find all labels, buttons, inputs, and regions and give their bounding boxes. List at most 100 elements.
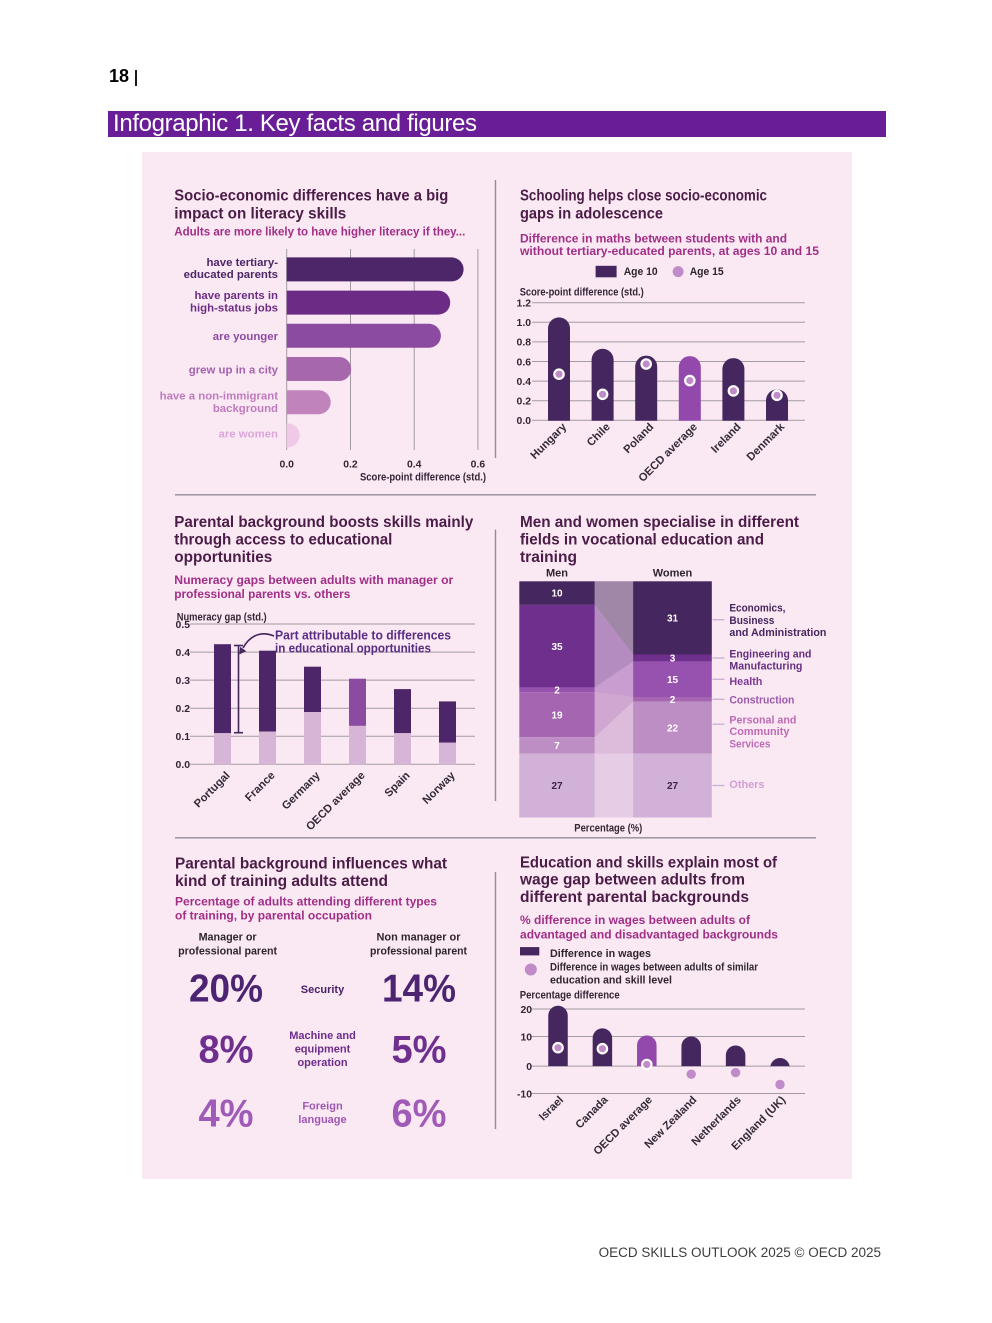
svg-text:Denmark: Denmark (745, 421, 788, 464)
svg-text:of training, by parental occup: of training, by parental occupation (175, 909, 372, 923)
svg-text:professional parent: professional parent (178, 945, 277, 957)
svg-text:Manager or: Manager or (199, 931, 257, 943)
svg-text:Israel: Israel (537, 1094, 566, 1123)
svg-text:0.0: 0.0 (279, 460, 294, 471)
svg-text:different parental backgrounds: different parental backgrounds (520, 889, 749, 906)
svg-text:0.5: 0.5 (176, 620, 191, 631)
svg-text:Construction: Construction (729, 695, 794, 707)
svg-text:8%: 8% (199, 1028, 254, 1071)
svg-text:Community: Community (729, 726, 790, 738)
svg-text:advantaged and disadvantaged b: advantaged and disadvantaged backgrounds (520, 928, 778, 942)
svg-text:Men: Men (546, 568, 568, 580)
svg-text:France: France (243, 770, 277, 804)
svg-text:-10: -10 (517, 1089, 532, 1100)
svg-text:Business: Business (729, 615, 774, 627)
svg-text:Spain: Spain (383, 770, 413, 800)
svg-text:have tertiary-: have tertiary- (206, 257, 278, 269)
svg-text:0.1: 0.1 (176, 732, 191, 743)
svg-text:Numeracy gaps between adults w: Numeracy gaps between adults with manage… (174, 573, 453, 587)
svg-text:Parental background boosts ski: Parental background boosts skills mainly (174, 514, 473, 531)
svg-text:wage gap between adults from: wage gap between adults from (519, 872, 745, 889)
svg-text:Engineering and: Engineering and (729, 648, 811, 660)
svg-text:2: 2 (554, 686, 560, 697)
svg-text:0.0: 0.0 (176, 760, 191, 771)
svg-text:27: 27 (551, 781, 563, 792)
svg-text:Percentage of adults attending: Percentage of adults attending different… (175, 895, 437, 909)
svg-text:opportunities: opportunities (174, 549, 272, 566)
svg-text:20: 20 (520, 1005, 532, 1016)
svg-text:1.2: 1.2 (517, 299, 532, 310)
svg-text:Socio-economic differences hav: Socio-economic differences have a big (174, 188, 448, 205)
svg-text:15: 15 (667, 675, 679, 686)
svg-text:Education and skills explain m: Education and skills explain most of (520, 854, 778, 871)
svg-text:are women: are women (218, 429, 278, 441)
svg-text:2: 2 (670, 695, 676, 706)
svg-text:6%: 6% (392, 1092, 447, 1135)
svg-text:0.6: 0.6 (471, 460, 486, 471)
svg-text:fields in vocational education: fields in vocational education and (520, 532, 764, 549)
svg-text:Health: Health (729, 676, 762, 688)
svg-text:Score-point difference (std.): Score-point difference (std.) (520, 287, 644, 299)
svg-text:professional parents vs. other: professional parents vs. others (174, 587, 350, 601)
svg-text:Age 15: Age 15 (690, 266, 725, 278)
svg-text:through access to educational: through access to educational (174, 532, 392, 549)
svg-text:Men and women specialise in di: Men and women specialise in different (520, 514, 799, 531)
svg-text:grew up in a city: grew up in a city (189, 364, 279, 376)
svg-text:are younger: are younger (213, 331, 279, 343)
svg-text:5%: 5% (392, 1028, 447, 1071)
svg-text:Score-point difference (std.): Score-point difference (std.) (360, 472, 486, 484)
svg-text:0.8: 0.8 (517, 338, 532, 349)
svg-text:Parental background influences: Parental background influences what (175, 856, 447, 873)
svg-text:Services: Services (729, 738, 770, 750)
svg-text:7: 7 (554, 741, 560, 752)
svg-text:Foreign: Foreign (302, 1101, 343, 1113)
svg-text:Difference in wages between ad: Difference in wages between adults of si… (550, 961, 759, 973)
svg-text:Others: Others (729, 779, 764, 791)
svg-text:0.4: 0.4 (517, 377, 532, 388)
svg-text:Ireland: Ireland (709, 421, 744, 456)
svg-text:Non manager or: Non manager or (377, 931, 461, 943)
svg-text:Age 10: Age 10 (624, 266, 658, 278)
svg-text:Germany: Germany (280, 769, 323, 812)
svg-text:Percentage difference: Percentage difference (520, 990, 620, 1002)
svg-text:education and skill level: education and skill level (550, 975, 672, 987)
svg-text:0.4: 0.4 (407, 460, 422, 471)
svg-text:professional parent: professional parent (370, 945, 467, 957)
svg-text:background: background (213, 403, 278, 415)
svg-text:Adults are more likely to have: Adults are more likely to have higher li… (174, 224, 465, 238)
svg-text:operation: operation (297, 1057, 347, 1069)
svg-text:Canada: Canada (573, 1094, 611, 1132)
svg-text:0.3: 0.3 (176, 676, 191, 687)
svg-text:Machine and: Machine and (289, 1030, 356, 1042)
svg-text:27: 27 (667, 781, 679, 792)
svg-text:10: 10 (520, 1032, 532, 1043)
svg-text:without tertiary-educated pare: without tertiary-educated parents, at ag… (519, 244, 819, 258)
svg-text:14%: 14% (382, 968, 456, 1011)
svg-text:training: training (520, 549, 577, 566)
svg-text:impact on literacy skills: impact on literacy skills (174, 206, 346, 223)
svg-text:0: 0 (526, 1062, 532, 1073)
svg-text:Women: Women (653, 568, 693, 580)
svg-text:Hungary: Hungary (529, 421, 570, 462)
svg-text:Percentage (%): Percentage (%) (574, 823, 642, 835)
svg-text:Poland: Poland (621, 421, 656, 456)
svg-text:31: 31 (667, 614, 679, 625)
svg-text:0.2: 0.2 (176, 704, 191, 715)
svg-text:Chile: Chile (585, 421, 613, 449)
svg-text:Schooling helps close socio-ec: Schooling helps close socio-economic (520, 188, 767, 205)
svg-text:1.0: 1.0 (517, 318, 532, 329)
svg-text:Personal and: Personal and (729, 715, 796, 727)
svg-text:Numeracy gap (std.): Numeracy gap (std.) (177, 612, 267, 624)
svg-text:Manufacturing: Manufacturing (729, 661, 802, 673)
svg-text:19: 19 (551, 710, 563, 721)
svg-text:4%: 4% (199, 1092, 254, 1135)
svg-text:Security: Security (301, 984, 345, 996)
svg-text:Norway: Norway (421, 769, 459, 807)
svg-text:educated parents: educated parents (184, 269, 278, 281)
svg-text:equipment: equipment (295, 1044, 351, 1056)
svg-text:20%: 20% (189, 968, 263, 1011)
svg-text:0.6: 0.6 (517, 357, 532, 368)
svg-text:22: 22 (667, 723, 679, 734)
svg-text:Portugal: Portugal (192, 770, 233, 811)
svg-text:Part attributable to differenc: Part attributable to differences (275, 628, 451, 642)
